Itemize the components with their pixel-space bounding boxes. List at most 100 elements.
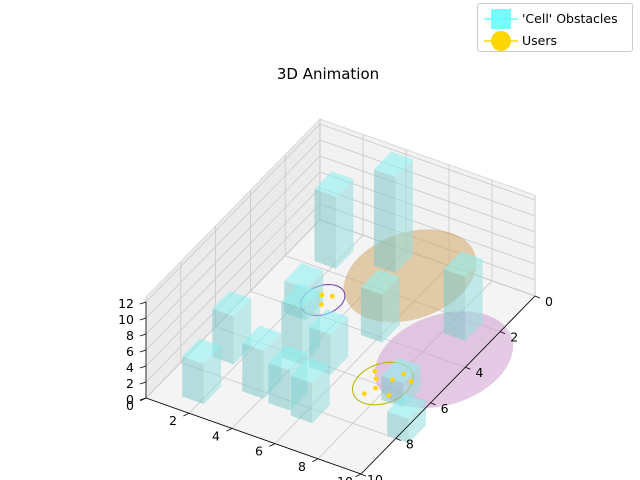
z-tick-label: 0 xyxy=(126,392,134,407)
obstacle-bar xyxy=(373,151,413,274)
bar-top xyxy=(212,290,252,317)
grid-line xyxy=(145,155,321,335)
y-tick-label: 6 xyxy=(255,444,263,459)
y-axis-line xyxy=(145,397,362,475)
bar-top xyxy=(387,393,427,419)
circle-marker-icon xyxy=(484,31,518,51)
grid-line xyxy=(145,123,321,303)
tick-mark xyxy=(139,349,147,353)
tick-mark xyxy=(183,412,190,417)
bar-top xyxy=(373,151,413,178)
square-marker-icon xyxy=(484,9,518,29)
bar-top xyxy=(381,358,421,384)
bar-top xyxy=(281,283,321,309)
bar-top xyxy=(360,269,400,295)
tick-mark xyxy=(534,295,541,299)
x-tick-label: 2 xyxy=(510,330,518,345)
bar-top xyxy=(242,325,282,351)
bar-top xyxy=(290,357,330,384)
y-tick-label: 0 xyxy=(126,398,134,413)
grid-line xyxy=(145,187,321,367)
bar-top xyxy=(309,309,349,335)
tick-mark xyxy=(395,438,401,441)
tick-mark xyxy=(500,331,506,335)
user-point xyxy=(390,377,395,383)
x-tick-label: 4 xyxy=(475,365,483,380)
user-point xyxy=(373,376,379,382)
tick-mark xyxy=(139,365,147,369)
user-points xyxy=(319,292,414,398)
tick-mark xyxy=(139,317,147,321)
obstacle-bars xyxy=(182,151,483,443)
bar-face xyxy=(465,258,483,341)
axes-ticks: 02468100246810024681012 xyxy=(118,294,553,480)
bar-face xyxy=(182,356,204,405)
bar-face xyxy=(314,189,336,269)
tick-mark xyxy=(312,458,319,462)
user-point xyxy=(361,391,367,397)
bar-face xyxy=(330,316,349,375)
legend-entry-obstacles: 'Cell' Obstacles xyxy=(478,8,632,30)
user-point xyxy=(319,301,324,307)
user-point xyxy=(401,371,407,377)
bar-top xyxy=(284,262,324,289)
grid-line xyxy=(319,123,536,201)
legend: 'Cell' Obstacles Users xyxy=(477,3,633,52)
obstacle-bar xyxy=(314,171,354,269)
tick-mark xyxy=(360,473,367,477)
legend-label-obstacles: 'Cell' Obstacles xyxy=(522,11,618,26)
user-point xyxy=(319,292,325,298)
y-tick-label: 2 xyxy=(169,413,177,428)
legend-entry-users: Users xyxy=(478,30,632,52)
grid-line xyxy=(319,139,536,217)
z-tick-label: 6 xyxy=(126,344,134,359)
bar-face xyxy=(312,365,330,424)
bar-face xyxy=(290,375,313,424)
grid-line xyxy=(145,139,321,319)
z-tick-label: 10 xyxy=(118,312,134,327)
bar-face xyxy=(381,375,403,408)
tick-mark xyxy=(355,473,362,478)
x-tick-label: 8 xyxy=(406,436,414,451)
tick-mark xyxy=(139,333,147,337)
obstacle-bar xyxy=(443,251,483,341)
user-point xyxy=(408,379,414,384)
user-point xyxy=(372,368,378,374)
x-tick-label: 6 xyxy=(441,401,449,416)
y-tick-label: 8 xyxy=(298,459,306,474)
obstacle-bar xyxy=(309,309,349,375)
bar-top xyxy=(443,251,483,277)
bar-top xyxy=(268,345,308,371)
bar-top xyxy=(314,171,354,197)
bar-face xyxy=(203,346,222,405)
z-tick-label: 12 xyxy=(118,296,134,311)
bar-face xyxy=(268,362,290,411)
x-tick-label: 10 xyxy=(367,472,383,480)
grid-line xyxy=(319,155,536,233)
obstacle-bar xyxy=(360,269,400,343)
user-point xyxy=(329,293,335,299)
bar-face xyxy=(443,269,466,341)
tick-mark xyxy=(139,381,147,385)
bar-face xyxy=(373,169,396,274)
y-tick-label: 4 xyxy=(212,428,220,443)
obstacle-bar xyxy=(290,357,330,424)
user-point xyxy=(373,385,378,391)
grid-line xyxy=(319,171,536,249)
bar-face xyxy=(335,178,354,269)
tick-mark xyxy=(465,366,471,370)
legend-label-users: Users xyxy=(522,33,558,48)
bar-face xyxy=(387,411,409,443)
x-tick-label: 0 xyxy=(545,294,553,309)
y-tick-label: 10 xyxy=(337,474,353,480)
z-tick-label: 2 xyxy=(126,376,134,391)
obstacle-bar xyxy=(182,338,222,405)
grid-line xyxy=(319,187,536,265)
z-tick-label: 4 xyxy=(126,360,134,375)
tick-mark xyxy=(269,443,276,447)
tick-mark xyxy=(430,402,436,406)
tick-mark xyxy=(226,428,233,432)
bar-face xyxy=(360,287,383,343)
bar-top xyxy=(182,338,222,365)
grid-line xyxy=(145,171,321,351)
